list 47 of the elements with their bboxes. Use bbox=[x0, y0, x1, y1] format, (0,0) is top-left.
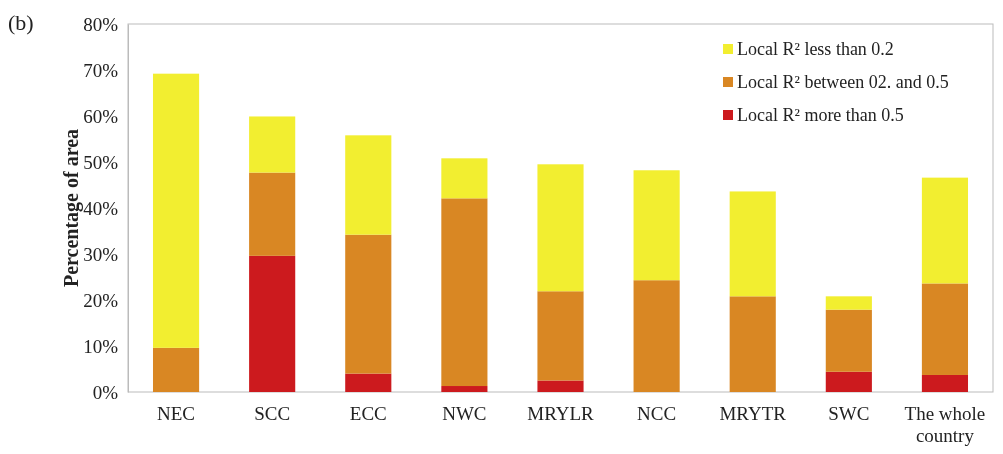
bar bbox=[633, 280, 680, 392]
bar bbox=[249, 172, 296, 256]
legend-label: Local R² between 02. and 0.5 bbox=[737, 72, 949, 92]
x-tick-label: NWC bbox=[442, 403, 487, 424]
bar bbox=[633, 170, 680, 281]
bar bbox=[249, 255, 296, 392]
bar bbox=[249, 116, 296, 173]
bar bbox=[152, 347, 200, 392]
y-tick-label: 20% bbox=[83, 289, 119, 311]
y-tick-label: 70% bbox=[83, 59, 119, 81]
bar bbox=[537, 291, 584, 381]
bar bbox=[825, 309, 872, 372]
x-tick-label: SCC bbox=[254, 403, 291, 424]
x-tick-label: MRYTR bbox=[719, 403, 787, 424]
bar bbox=[441, 158, 488, 199]
bar bbox=[729, 296, 776, 392]
y-tick-label: 60% bbox=[83, 105, 119, 127]
bar bbox=[152, 73, 200, 348]
y-tick-label: 40% bbox=[83, 197, 119, 219]
y-axis-title: Percentage of area bbox=[60, 128, 83, 288]
bar bbox=[345, 373, 392, 392]
bar bbox=[537, 380, 584, 392]
legend-label: Local R² more than 0.5 bbox=[737, 105, 904, 125]
bar bbox=[345, 234, 392, 374]
y-tick-label: 30% bbox=[83, 243, 119, 265]
x-tick-label: ECC bbox=[349, 403, 387, 424]
x-tick-label: NEC bbox=[157, 403, 196, 424]
bar bbox=[825, 296, 872, 310]
bar bbox=[441, 386, 488, 392]
x-tick-label: The whole country bbox=[904, 403, 986, 446]
y-tick-label: 80% bbox=[83, 13, 119, 35]
y-tick-label: 0% bbox=[92, 381, 119, 403]
bar bbox=[825, 371, 872, 392]
bar bbox=[345, 135, 392, 235]
bar bbox=[537, 164, 584, 292]
x-tick-label: SWC bbox=[828, 403, 870, 424]
bar bbox=[921, 374, 969, 392]
x-tick-label: MRYLR bbox=[527, 403, 595, 424]
bar bbox=[921, 177, 969, 284]
bar bbox=[441, 198, 488, 387]
text: (b) bbox=[8, 10, 34, 35]
x-tick-label: NCC bbox=[637, 403, 677, 424]
bar bbox=[921, 283, 969, 375]
y-tick-label: 50% bbox=[83, 151, 119, 173]
legend-label: Local R² less than 0.2 bbox=[737, 39, 894, 59]
y-tick-label: 10% bbox=[83, 335, 119, 357]
bar bbox=[729, 191, 776, 297]
